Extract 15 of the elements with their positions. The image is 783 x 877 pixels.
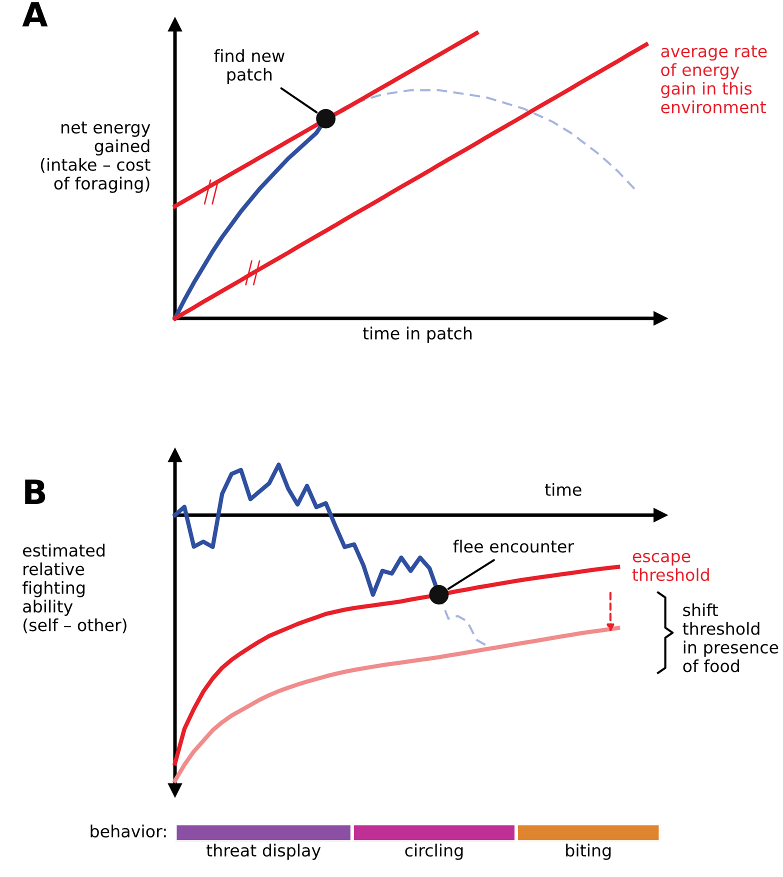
x-axis-title: time in patch — [362, 326, 472, 343]
y-axis-title: net energy gained (intake – cost of foraging) — [40, 122, 150, 193]
series-label: average rate of energy gain in this environment — [661, 45, 767, 114]
text: behavior: — [90, 824, 166, 838]
series-label: circling — [405, 844, 463, 860]
series-label: biting — [566, 844, 611, 860]
series-label: threat display — [206, 844, 321, 860]
series-label: escape threshold — [632, 552, 709, 582]
text: shift threshold in presence of food — [682, 603, 778, 672]
annotation: flee encounter — [453, 540, 574, 553]
y-axis-title: estimated relative fighting ability (self – other) — [22, 544, 126, 634]
x-axis-title: time — [544, 483, 582, 496]
annotation: find new patch — [214, 49, 284, 84]
chart-title: B — [25, 480, 46, 504]
chart-title: A — [22, 2, 48, 26]
